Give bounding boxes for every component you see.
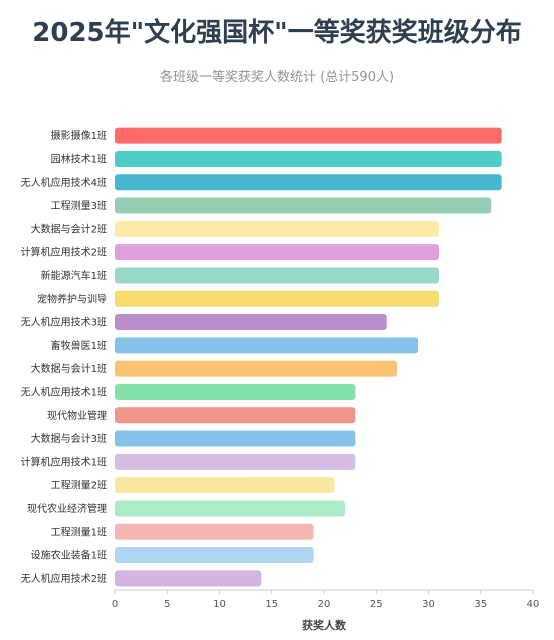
category-label: 大数据与会计3班: [31, 432, 107, 445]
category-label: 新能源汽车1班: [41, 269, 107, 282]
bar-10: [115, 337, 419, 354]
category-label: 园林技术1班: [51, 152, 107, 165]
bar-7: [115, 267, 439, 284]
x-tick-label: 30: [422, 599, 435, 610]
bar-20: [115, 570, 262, 587]
bar-5: [115, 220, 439, 237]
category-label: 计算机应用技术1班: [21, 455, 107, 468]
bar-12: [115, 383, 356, 400]
bars-group: [115, 127, 502, 587]
bar-19: [115, 547, 314, 564]
bar-13: [115, 407, 356, 424]
bar-2: [115, 150, 502, 167]
category-label: 宠物养护与训导: [37, 292, 107, 305]
category-label: 大数据与会计2班: [31, 222, 107, 235]
bar-8: [115, 290, 439, 307]
category-label: 无人机应用技术3班: [21, 316, 107, 329]
bar-18: [115, 523, 314, 540]
chart-subtitle: 各班级一等奖获奖人数统计 (总计590人): [159, 70, 395, 85]
category-label: 工程测量3班: [51, 199, 107, 212]
x-tick-label: 25: [370, 599, 383, 610]
category-label: 工程测量2班: [51, 479, 107, 492]
category-label: 工程测量1班: [51, 525, 107, 538]
x-tick-label: 35: [474, 599, 487, 610]
category-label: 现代物业管理: [47, 409, 107, 422]
bar-14: [115, 430, 356, 447]
x-tick-label: 10: [213, 599, 226, 610]
x-axis: 0 5 10 15 20 25 30 35 40: [112, 589, 540, 610]
bar-17: [115, 500, 345, 517]
bar-9: [115, 314, 387, 331]
bar-11: [115, 360, 398, 377]
chart-title: 2025年"文化强国杯"一等奖获奖班级分布: [32, 18, 522, 48]
x-tick-label: 0: [112, 599, 118, 610]
x-tick-label: 5: [164, 599, 170, 610]
category-label: 现代农业经济管理: [27, 502, 107, 515]
bar-6: [115, 244, 439, 261]
category-label: 无人机应用技术2班: [21, 572, 107, 585]
category-label: 无人机应用技术1班: [21, 385, 107, 398]
x-axis-label: 获奖人数: [302, 618, 347, 632]
bar-15: [115, 453, 356, 470]
category-label: 大数据与会计1班: [31, 362, 107, 375]
category-label: 摄影摄像1班: [51, 129, 107, 142]
category-labels: 摄影摄像1班园林技术1班无人机应用技术4班工程测量3班大数据与会计2班计算机应用…: [21, 129, 107, 585]
x-tick-label: 15: [265, 599, 278, 610]
bar-16: [115, 477, 335, 494]
category-label: 无人机应用技术4班: [21, 176, 107, 189]
bar-4: [115, 197, 492, 214]
category-label: 计算机应用技术2班: [21, 246, 107, 259]
bar-1: [115, 127, 502, 144]
x-tick-label: 40: [527, 599, 540, 610]
bar-3: [115, 174, 502, 191]
category-label: 设施农业装备1班: [31, 549, 107, 562]
x-tick-label: 20: [318, 599, 331, 610]
category-label: 畜牧兽医1班: [51, 339, 107, 352]
